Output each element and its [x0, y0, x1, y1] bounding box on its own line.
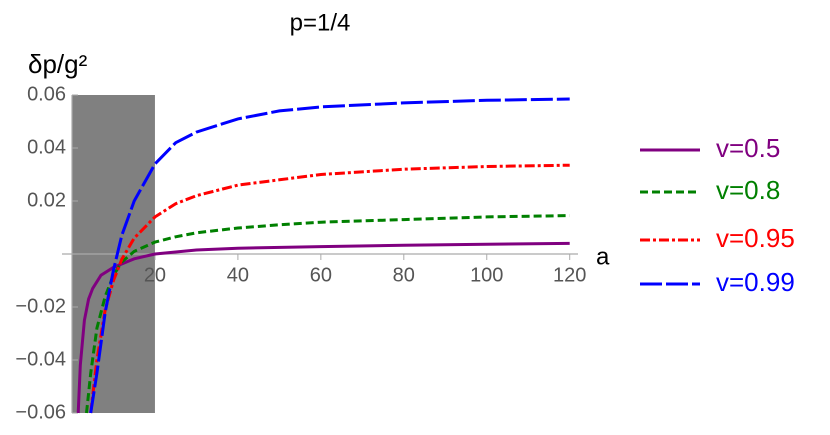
y-tick-label: −0.04 — [15, 348, 66, 370]
y-tick-label: 0.02 — [27, 189, 66, 211]
series-line — [76, 241, 570, 414]
chart-title: p=1/4 — [290, 9, 351, 36]
x-tick-label: 80 — [393, 264, 415, 286]
legend-label: v=0.8 — [716, 175, 780, 205]
x-axis-label: a — [596, 243, 610, 270]
x-tick-label: 40 — [227, 264, 249, 286]
legend-label: v=0.95 — [716, 223, 795, 253]
legend-label: v=0.99 — [716, 267, 795, 297]
legend-label: v=0.5 — [716, 133, 780, 163]
y-tick-label: 0.06 — [27, 83, 66, 105]
y-tick-label: −0.02 — [15, 295, 66, 317]
x-tick-label: 120 — [553, 264, 586, 286]
series-line — [89, 97, 570, 414]
x-tick-label: 60 — [310, 264, 332, 286]
x-tick-label: 100 — [470, 264, 503, 286]
x-tick-label: 20 — [144, 264, 166, 286]
y-tick-label: −0.06 — [15, 401, 66, 423]
series-line — [85, 214, 570, 414]
y-tick-label: 0.04 — [27, 136, 66, 158]
y-axis-label: δp/g² — [28, 49, 88, 79]
series-line — [89, 163, 570, 414]
